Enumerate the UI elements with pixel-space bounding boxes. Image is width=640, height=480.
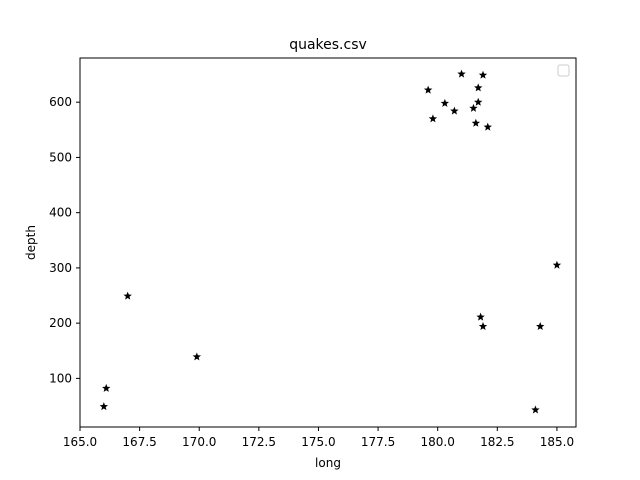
x-tick-label: 172.5 bbox=[242, 435, 276, 449]
data-point bbox=[457, 69, 466, 78]
data-point bbox=[99, 402, 109, 411]
data-point bbox=[102, 383, 111, 392]
x-tick-label: 175.0 bbox=[301, 435, 335, 449]
data-point bbox=[476, 312, 485, 321]
data-point bbox=[474, 83, 483, 92]
y-tick-label: 200 bbox=[49, 316, 72, 330]
data-point bbox=[531, 405, 540, 414]
data-point bbox=[552, 260, 562, 269]
y-axis-ticks: 100 200 300 400 500 600 bbox=[49, 95, 80, 385]
x-tick-label: 177.5 bbox=[361, 435, 395, 449]
data-point bbox=[192, 352, 202, 361]
chart-title: quakes.csv bbox=[289, 37, 367, 53]
data-point bbox=[478, 322, 488, 331]
data-point bbox=[123, 291, 132, 300]
y-tick-label: 300 bbox=[49, 261, 72, 275]
x-tick-label: 180.0 bbox=[421, 435, 455, 449]
data-point bbox=[478, 70, 488, 79]
data-point bbox=[428, 114, 438, 123]
x-tick-label: 185.0 bbox=[540, 435, 574, 449]
x-axis-label: long bbox=[315, 456, 341, 470]
plot-frame bbox=[79, 57, 577, 428]
legend-box bbox=[557, 64, 570, 77]
data-point bbox=[483, 122, 492, 131]
x-axis-ticks: 165.0 167.5 170.0 172.5 175.0 177.5 180.0 182.5… bbox=[63, 427, 574, 449]
x-tick-label: 170.0 bbox=[182, 435, 216, 449]
data-point bbox=[450, 106, 459, 115]
y-tick-label: 500 bbox=[49, 150, 72, 164]
x-tick-label: 182.5 bbox=[480, 435, 514, 449]
data-points bbox=[99, 69, 562, 414]
data-point bbox=[536, 322, 545, 331]
plot-area bbox=[80, 58, 576, 427]
x-tick-label: 167.5 bbox=[122, 435, 156, 449]
y-tick-label: 600 bbox=[49, 95, 72, 109]
y-tick-label: 100 bbox=[49, 371, 72, 385]
y-axis-label: depth bbox=[24, 225, 38, 260]
data-point bbox=[474, 97, 483, 106]
data-point bbox=[440, 98, 450, 107]
x-tick-label: 165.0 bbox=[63, 435, 97, 449]
y-tick-label: 400 bbox=[49, 206, 72, 220]
data-point bbox=[471, 118, 481, 127]
data-point bbox=[469, 103, 478, 112]
data-point bbox=[423, 85, 433, 94]
